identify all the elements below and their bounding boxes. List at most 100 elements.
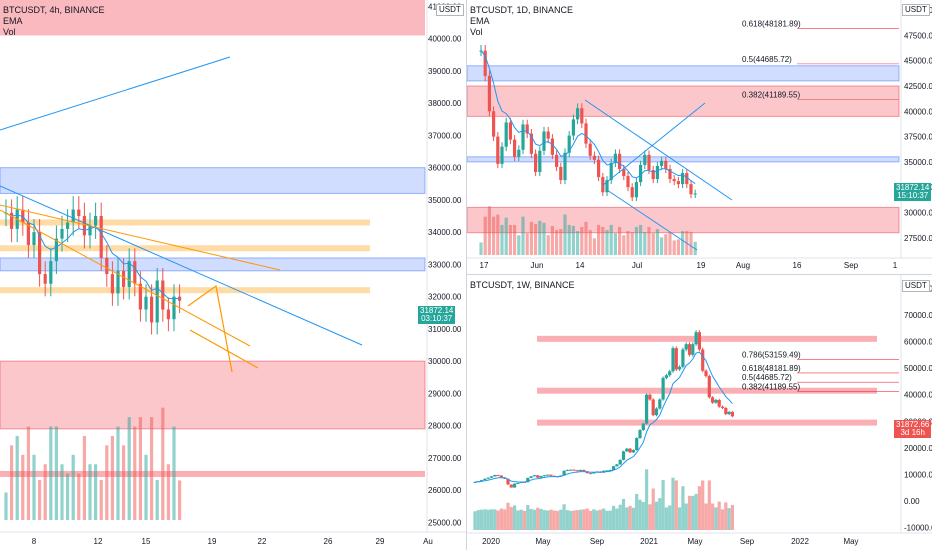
candle-body-p1d-2 (487, 75, 491, 112)
volume-bar-p4h-15 (88, 464, 92, 520)
candle-body-p4h-29 (166, 309, 170, 320)
x-tick-p1w-7: May (843, 537, 858, 546)
volume-bar-p1d-37 (634, 226, 638, 255)
volume-bar-p1w-38 (598, 509, 602, 530)
candle-body-p1w-30 (572, 469, 576, 471)
candle-body-p1w-18 (532, 475, 536, 477)
volume-bar-p1w-34 (585, 508, 589, 530)
pane-divider-horizontal[interactable] (466, 274, 932, 275)
candle-body-p1d-50 (689, 184, 693, 195)
volume-bar-p1w-56 (658, 498, 662, 530)
volume-bar-p1d-33 (618, 226, 622, 255)
volume-bar-p4h-2 (15, 435, 19, 520)
candle-body-p4h-12 (71, 209, 75, 223)
vol-indicator-label-4h[interactable]: Vol (3, 27, 16, 37)
currency-unit-1d: USDT (902, 4, 930, 16)
candle-body-p1d-32 (613, 153, 617, 163)
zone-p1d-2 (467, 156, 900, 163)
x-tick-p1d-0: 17 (480, 261, 489, 270)
volume-bar-p1w-45 (621, 498, 626, 530)
fib-label-p1d-0: 0.618(48181.89) (742, 20, 801, 29)
chart-pane-4h[interactable]: 41000.0040000.0039000.0038000.0037000.00… (0, 0, 466, 550)
volume-bar-p1d-38 (639, 224, 643, 255)
volume-bar-p1d-13 (534, 223, 538, 255)
candle-body-p1w-64 (684, 344, 688, 350)
y-tick-p4h-7: 34000.00 (428, 228, 462, 237)
candle-body-p1w-61 (674, 348, 678, 370)
volume-bar-p1d-41 (651, 233, 655, 255)
volume-bar-p1w-70 (704, 503, 708, 530)
volume-bar-p1w-51 (641, 502, 645, 530)
volume-bar-p4h-30 (172, 426, 176, 520)
volume-bar-p1d-34 (622, 235, 626, 255)
volume-bar-p1w-62 (678, 507, 682, 530)
x-tick-p4h-3: 19 (208, 537, 217, 546)
y-tick-p4h-4: 37000.00 (428, 131, 462, 140)
zone-p1d-1 (467, 85, 900, 117)
candle-body-p1w-48 (631, 450, 635, 453)
volume-bar-p4h-20 (116, 426, 120, 520)
ema-indicator-label-1d[interactable]: EMA (470, 16, 490, 26)
candle-body-p1w-4 (486, 477, 490, 479)
chart-1d-canvas[interactable]: 0.618(48181.89) 0.5(44685.72) 0.382(41189.… (467, 0, 932, 274)
y-tick-p4h-9: 32000.00 (428, 293, 462, 302)
volume-bar-p1d-17 (550, 225, 554, 255)
chart-4h-canvas[interactable]: 41000.0040000.0039000.0038000.0037000.00… (0, 0, 466, 550)
candle-body-p1w-71 (707, 376, 711, 398)
chart-pane-1w[interactable]: 0.786(53159.49) 0.618(48181.89) 0.5(44685.… (467, 275, 932, 550)
volume-bar-p1d-42 (655, 229, 659, 255)
volume-bar-p1w-1 (476, 510, 480, 530)
volume-bar-p1w-48 (631, 507, 635, 530)
candle-body-p4h-10 (60, 228, 64, 239)
ema-line-p1w (474, 351, 733, 483)
volume-bar-p1w-26 (559, 509, 563, 530)
candle-body-p1d-41 (651, 169, 655, 180)
volume-bar-p1d-50 (689, 232, 693, 255)
x-tick-p4h-0: 8 (32, 537, 37, 546)
volume-bar-p1d-28 (597, 224, 601, 255)
pane-divider-vertical[interactable] (466, 0, 467, 550)
vol-indicator-label-1d[interactable]: Vol (470, 27, 483, 37)
level-p4h-3 (0, 470, 425, 477)
volume-bar-p4h-12 (71, 454, 75, 520)
volume-bar-p1d-45 (668, 232, 672, 255)
volume-bar-p1w-60 (671, 477, 675, 530)
volume-bar-p1d-23 (576, 231, 580, 255)
volume-bar-p4h-29 (166, 464, 170, 520)
volume-bar-p1w-69 (701, 480, 705, 530)
chart-1w-canvas[interactable]: 0.786(53159.49) 0.618(48181.89)0.5(44685.… (467, 275, 932, 550)
x-tick-p1d-2: 14 (576, 261, 585, 270)
volume-bar-p1d-26 (588, 230, 592, 255)
projection-arrow-4h-2 (189, 329, 259, 369)
fib-label-p1d-2: 0.382(41189.55) (742, 90, 800, 99)
trendline-4h-orange-1 (0, 204, 281, 271)
y-tick-p1w-1: 70000.00 (904, 311, 932, 320)
candle-body-p1w-62 (678, 366, 682, 370)
pane-header-1w: BTCUSDT, 1W, BINANCE (470, 280, 575, 291)
candle-body-p4h-27 (155, 280, 159, 323)
volume-bar-p4h-6 (38, 479, 42, 520)
volume-bar-p1w-44 (618, 504, 622, 530)
candle-body-p4h-5 (32, 232, 36, 246)
volume-bar-p1w-36 (592, 509, 596, 530)
volume-bar-p1w-23 (549, 509, 553, 530)
ema-indicator-label-4h[interactable]: EMA (3, 16, 23, 26)
candle-body-p1d-30 (605, 180, 609, 193)
candle-body-p4h-17 (99, 216, 103, 258)
candle-body-p1w-40 (605, 470, 609, 472)
volume-bar-p1w-29 (569, 510, 573, 530)
volume-bar-p1w-21 (542, 510, 546, 530)
x-tick-p4h-7: Au (423, 537, 433, 546)
candle-body-p1d-8 (513, 139, 517, 157)
candle-body-p4h-6 (38, 232, 42, 275)
x-tick-p1d-1: Jun (531, 261, 544, 270)
chart-pane-1d[interactable]: 0.618(48181.89) 0.5(44685.72) 0.382(41189.… (467, 0, 932, 274)
volume-bar-p1w-2 (480, 509, 484, 530)
y-tick-p1w-2: 60000.00 (904, 337, 932, 346)
volume-bar-p1w-4 (486, 509, 490, 530)
volume-bar-p1d-18 (555, 230, 559, 255)
candle-body-p1d-28 (597, 159, 601, 178)
candle-body-p1w-32 (579, 469, 583, 472)
candle-body-p1d-20 (563, 152, 567, 181)
volume-bar-p1d-29 (601, 226, 605, 255)
